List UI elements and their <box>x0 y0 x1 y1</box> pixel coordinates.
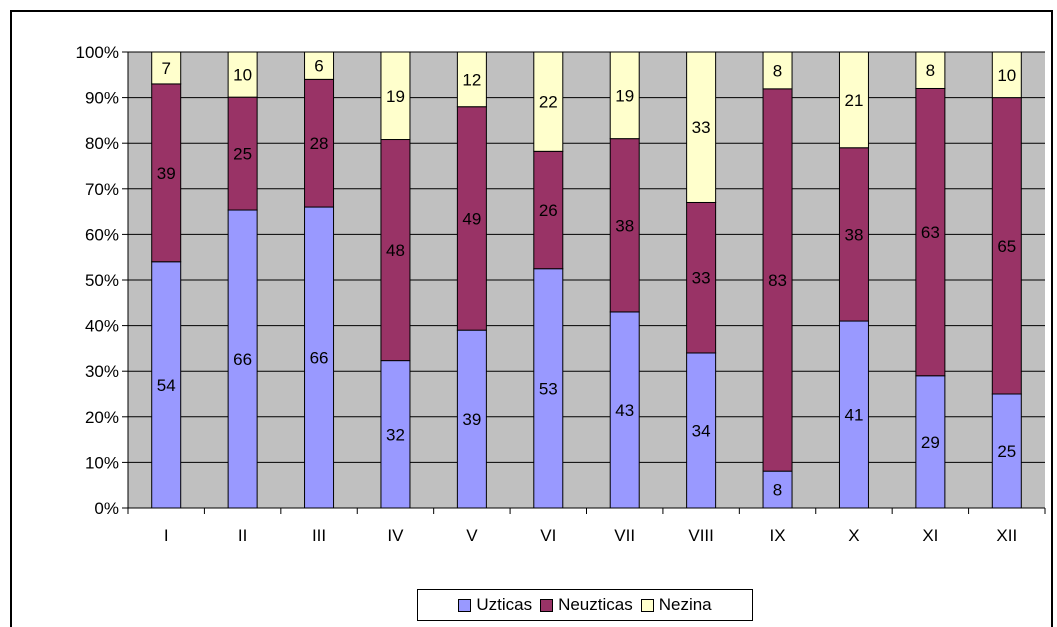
bar-segment-nezina-i <box>151 51 182 85</box>
x-tick-label: IX <box>770 526 786 545</box>
data-label: 28 <box>310 134 329 153</box>
data-label: 63 <box>921 223 940 242</box>
y-tick-label: 70% <box>85 180 119 199</box>
data-label: 38 <box>844 225 863 244</box>
y-tick-label: 0% <box>94 499 119 518</box>
legend-swatch <box>540 598 554 612</box>
data-label: 48 <box>386 241 405 260</box>
bar-segment-nezina-vii <box>609 51 640 140</box>
y-tick-label: 100% <box>76 43 119 62</box>
bar-segment-uzticas-ii <box>227 209 258 509</box>
data-label: 66 <box>233 350 252 369</box>
data-label: 22 <box>539 93 558 112</box>
data-label: 19 <box>386 87 405 106</box>
legend-item-uzticas: Uzticas <box>458 595 532 615</box>
bar-segment-nezina-ii <box>227 51 258 98</box>
data-label: 8 <box>773 481 782 500</box>
data-label: 26 <box>539 201 558 220</box>
legend-item-neuzticas: Neuzticas <box>540 595 633 615</box>
bar-segment-neuzticas-i <box>151 83 182 263</box>
data-label: 65 <box>997 237 1016 256</box>
data-label: 8 <box>926 61 935 80</box>
bar-segment-neuzticas-iv <box>380 139 411 362</box>
bar-segment-nezina-iii <box>304 51 335 80</box>
legend-swatch <box>458 598 472 612</box>
bar-segment-uzticas-iii <box>304 206 335 509</box>
x-tick-label: VII <box>614 526 635 545</box>
y-tick-label: 40% <box>85 317 119 336</box>
x-tick-label: V <box>466 526 478 545</box>
y-tick-label: 30% <box>85 362 119 381</box>
data-label: 49 <box>462 209 481 228</box>
data-label: 53 <box>539 379 558 398</box>
data-label: 54 <box>157 376 176 395</box>
data-label: 12 <box>462 70 481 89</box>
x-tick-label: II <box>238 526 247 545</box>
data-label: 10 <box>233 66 252 85</box>
y-tick-label: 10% <box>85 453 119 472</box>
legend-label: Uzticas <box>476 595 533 614</box>
x-tick-label: IV <box>387 526 404 545</box>
data-label: 66 <box>310 349 329 368</box>
bar-segment-uzticas-iv <box>380 360 411 509</box>
data-label: 32 <box>386 425 405 444</box>
data-label: 6 <box>314 57 323 76</box>
data-label: 25 <box>233 145 252 164</box>
data-label: 10 <box>997 66 1016 85</box>
bar-segment-nezina-x <box>838 51 869 149</box>
bar-segment-neuzticas-xii <box>991 97 1022 395</box>
bar-segment-nezina-iv <box>380 51 411 141</box>
y-tick-label: 80% <box>85 134 119 153</box>
legend: Uzticas Neuzticas Nezina <box>417 589 753 621</box>
x-tick-label: I <box>164 526 169 545</box>
data-label: 43 <box>615 401 634 420</box>
bar-segment-nezina-v <box>456 51 487 108</box>
bar-segment-nezina-xii <box>991 51 1022 99</box>
legend-swatch <box>640 598 654 612</box>
bar-segment-uzticas-ix <box>762 470 793 509</box>
bar-segment-neuzticas-ix <box>762 88 793 472</box>
data-label: 8 <box>773 61 782 80</box>
y-tick-label: 50% <box>85 271 119 290</box>
x-tick-label: III <box>312 526 326 545</box>
data-label: 29 <box>921 433 940 452</box>
data-label: 39 <box>462 410 481 429</box>
data-label: 33 <box>692 269 711 288</box>
x-tick-label: VIII <box>688 526 714 545</box>
x-tick-label: VI <box>540 526 556 545</box>
bar-segment-uzticas-xi <box>915 375 946 509</box>
bar-segment-uzticas-v <box>456 329 487 509</box>
bar-segment-uzticas-vii <box>609 311 640 509</box>
data-label: 41 <box>844 406 863 425</box>
data-label: 83 <box>768 271 787 290</box>
data-label: 19 <box>615 86 634 105</box>
legend-item-nezina: Nezina <box>640 595 712 615</box>
bar-segment-uzticas-x <box>838 320 869 509</box>
y-tick-label: 90% <box>85 89 119 108</box>
bar-segment-neuzticas-vi <box>533 150 564 270</box>
y-tick-label: 60% <box>85 225 119 244</box>
bar-segment-neuzticas-iii <box>304 78 335 208</box>
data-label: 38 <box>615 216 634 235</box>
bar-segment-nezina-ix <box>762 51 793 90</box>
data-label: 34 <box>692 421 711 440</box>
bar-segment-uzticas-vi <box>533 268 564 509</box>
x-tick-label: XI <box>922 526 938 545</box>
bar-segment-nezina-viii <box>686 51 717 203</box>
x-tick-label: X <box>848 526 859 545</box>
data-label: 39 <box>157 164 176 183</box>
data-label: 33 <box>692 118 711 137</box>
bar-segment-nezina-xi <box>915 51 946 89</box>
bar-segment-neuzticas-x <box>838 147 869 322</box>
data-label: 21 <box>844 91 863 110</box>
bar-segment-neuzticas-xi <box>915 87 946 377</box>
legend-label: Nezina <box>658 595 712 614</box>
legend-label: Neuzticas <box>558 595 633 614</box>
data-label: 7 <box>161 59 170 78</box>
bar-segment-nezina-vi <box>533 51 564 152</box>
y-tick-label: 20% <box>85 408 119 427</box>
x-tick-label: XII <box>996 526 1017 545</box>
data-label: 25 <box>997 442 1016 461</box>
